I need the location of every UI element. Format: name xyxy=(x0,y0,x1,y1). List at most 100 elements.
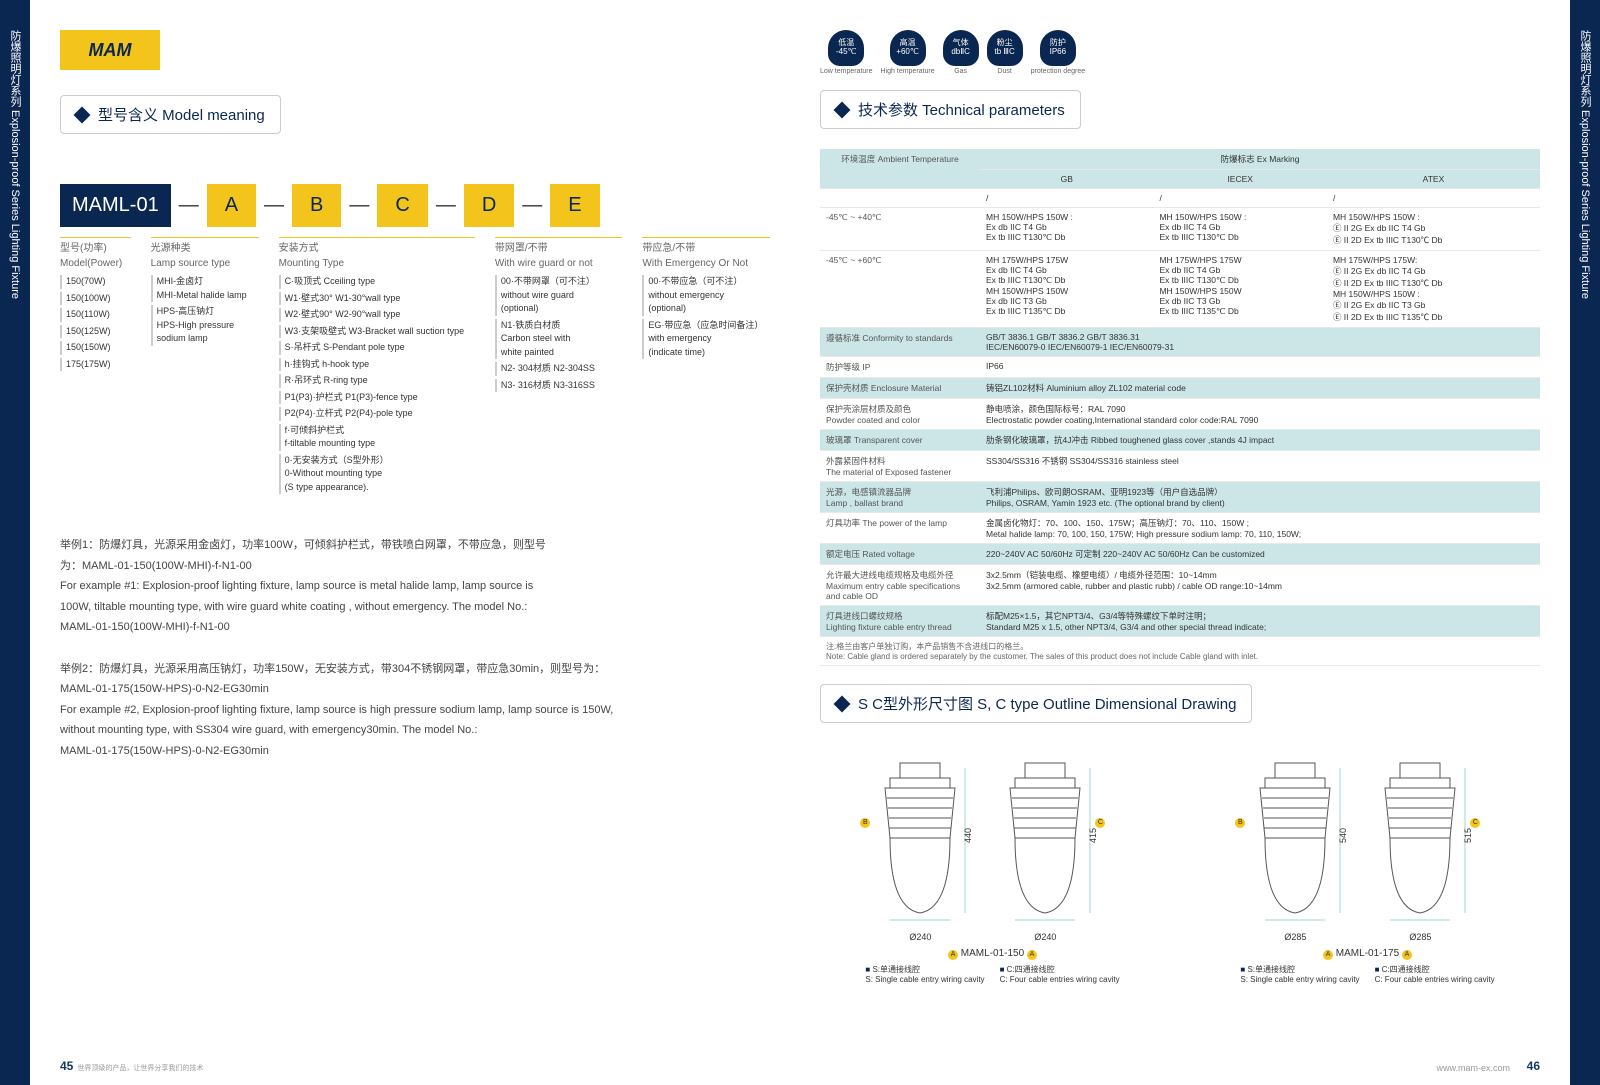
dim-item: 540Ø285B xyxy=(1240,758,1350,942)
right-side-tab: 防爆照明灯系列 Explosion-proof Series Lighting … xyxy=(1570,0,1600,1085)
col-item: W2·壁式90° W2-90°wall type xyxy=(279,308,475,322)
col-item: P2(P4)·立杆式 P2(P4)-pole type xyxy=(279,407,475,421)
section-dim-drawing: S C型外形尺寸图 S, C type Outline Dimensional … xyxy=(820,684,1252,723)
col-item: EG·带应急（应急时间备注） with emergency (indicate … xyxy=(642,319,770,360)
dim-drawing-title: S C型外形尺寸图 S, C type Outline Dimensional … xyxy=(858,693,1236,714)
model-columns: 型号(功率) Model(Power)150(70W)150(100W)150(… xyxy=(60,237,770,497)
example-line: MAML-01-175(150W-HPS)-0-N2-EG30min xyxy=(60,681,770,699)
model-base: MAML-01 xyxy=(60,184,171,227)
col-item: P1(P3)·护栏式 P1(P3)-fence type xyxy=(279,391,475,405)
dim-group: 440Ø240B415Ø240C A MAML-01-150 A S:单通接线腔 S… xyxy=(865,758,1119,984)
badge-label: Dust xyxy=(997,68,1011,75)
cert-badges: 低温-45℃ Low temperature 高温+60℃ High temperat… xyxy=(820,30,1540,75)
right-page: 低温-45℃ Low temperature 高温+60℃ High temperat… xyxy=(800,0,1570,1085)
badge-label: High temperature xyxy=(881,68,935,75)
model-part-b: B xyxy=(292,184,341,227)
page-num-right: 46 xyxy=(1527,1059,1540,1073)
section-model-meaning: 型号含义 Model meaning xyxy=(60,95,281,134)
dim-item: 415Ø240C xyxy=(990,758,1100,942)
left-page: MAM 型号含义 Model meaning MAML-01 — A — B —… xyxy=(30,0,800,1085)
col-item: 0·无安装方式（S型外形） 0-Without mounting type (S… xyxy=(279,454,475,495)
col-item: f·可倾斜护栏式 f-tiltable mounting type xyxy=(279,424,475,451)
svg-text:515: 515 xyxy=(1463,828,1473,843)
dim-model-label: A MAML-01-150 A xyxy=(865,948,1119,960)
col-item: R·吊环式 R-ring type xyxy=(279,374,475,388)
model-part-d: D xyxy=(464,184,514,227)
example-line: 为：MAML-01-150(100W-MHI)-f-N1-00 xyxy=(60,558,770,576)
col-item: 150(70W) xyxy=(60,275,131,289)
col-item: S·吊杆式 S-Pendant pole type xyxy=(279,341,475,355)
cert-badge: 气体dbⅡC Gas xyxy=(943,30,979,75)
dim-model-label: A MAML-01-175 A xyxy=(1240,948,1494,960)
col-item: N2- 304材质 N2-304SS xyxy=(495,362,623,376)
badge-icon: 防护IP66 xyxy=(1040,30,1076,66)
model-part-a: A xyxy=(207,184,256,227)
example-line: 举例1：防爆灯具，光源采用金卤灯，功率100W，可倾斜护栏式，带铁喷白网罩，不带… xyxy=(60,537,770,555)
col-header: 光源种类 Lamp source type xyxy=(151,237,259,271)
model-col: 光源种类 Lamp source type MHI-金卤灯 MHI-Metal h… xyxy=(151,237,259,497)
col-item: C·吸顶式 Cceiling type xyxy=(279,275,475,289)
example-line: 100W, tiltable mounting type, with wire … xyxy=(60,599,770,617)
section-tech-params: 技术参数 Technical parameters xyxy=(820,90,1081,129)
model-col: 带网罩/不带 With wire guard or not 00·不带网罩（可不注… xyxy=(495,237,623,497)
lamp-drawing: 515 xyxy=(1365,758,1475,928)
model-part-e: E xyxy=(550,184,599,227)
dim-drawings: 440Ø240B415Ø240C A MAML-01-150 A S:单通接线腔 S… xyxy=(820,758,1540,984)
col-header: 带网罩/不带 With wire guard or not xyxy=(495,237,623,271)
example-line xyxy=(60,640,770,658)
model-col: 安装方式 Mounting Type C·吸顶式 Cceiling type W1·… xyxy=(279,237,475,497)
lamp-drawing: 415 xyxy=(990,758,1100,928)
dim-footer: S:单通接线腔 S: Single cable entry wiring cav… xyxy=(865,964,1119,984)
left-side-tab: 防爆照明灯系列 Explosion-proof Series Lighting … xyxy=(0,0,30,1085)
col-item: W1·壁式30° W1-30°wall type xyxy=(279,292,475,306)
example-line: 举例2：防爆灯具，光源采用高压钠灯，功率150W，无安装方式，带304不锈钢网罩… xyxy=(60,661,770,679)
badge-label: Low temperature xyxy=(820,68,873,75)
model-col: 型号(功率) Model(Power)150(70W)150(100W)150(… xyxy=(60,237,131,497)
svg-text:415: 415 xyxy=(1088,828,1098,843)
model-meaning-title: 型号含义 Model meaning xyxy=(98,104,265,125)
diamond-icon xyxy=(834,101,851,118)
tech-params-table: 环境温度 Ambient Temperature防爆标志 Ex MarkingG… xyxy=(820,149,1540,666)
badge-label: Gas xyxy=(954,68,967,75)
badge-icon: 粉尘tb ⅢC xyxy=(987,30,1023,66)
example-line: MAML-01-175(150W-HPS)-0-N2-EG30min xyxy=(60,743,770,761)
dim-footer: S:单通接线腔 S: Single cable entry wiring cav… xyxy=(1240,964,1494,984)
col-item: 00·不带网罩（可不注） without wire guard (optiona… xyxy=(495,275,623,316)
col-item: W3·支架吸壁式 W3-Bracket wall suction type xyxy=(279,325,475,339)
col-item: HPS-高压钠灯 HPS-High pressure sodium lamp xyxy=(151,305,259,346)
badge-icon: 低温-45℃ xyxy=(828,30,864,66)
diamond-icon xyxy=(834,695,851,712)
model-col: 带应急/不带 With Emergency Or Not 00·不带应急（可不注）… xyxy=(642,237,770,497)
model-code-row: MAML-01 — A — B — C — D — E xyxy=(60,184,770,227)
col-item: 150(150W) xyxy=(60,341,131,355)
col-item: N1·铁质白材质 Carbon steel with white painted xyxy=(495,319,623,360)
col-item: h·挂钩式 h-hook type xyxy=(279,358,475,372)
cert-badge: 低温-45℃ Low temperature xyxy=(820,30,873,75)
example-line: For example #1: Explosion-proof lighting… xyxy=(60,578,770,596)
cert-badge: 防护IP66 protection degree xyxy=(1031,30,1085,75)
col-item: MHI-金卤灯 MHI-Metal halide lamp xyxy=(151,275,259,302)
example-line: without mounting type, with SS304 wire g… xyxy=(60,722,770,740)
example-line: MAML-01-150(100W-MHI)-f-N1-00 xyxy=(60,619,770,637)
svg-text:440: 440 xyxy=(963,828,973,843)
cert-badge: 高温+60℃ High temperature xyxy=(881,30,935,75)
badge-label: protection degree xyxy=(1031,68,1085,75)
dim-item: 515Ø285C xyxy=(1365,758,1475,942)
col-item: 150(110W) xyxy=(60,308,131,322)
lamp-drawing: 540 xyxy=(1240,758,1350,928)
col-item: N3- 316材质 N3-316SS xyxy=(495,379,623,393)
examples-block: 举例1：防爆灯具，光源采用金卤灯，功率100W，可倾斜护栏式，带铁喷白网罩，不带… xyxy=(60,537,770,761)
badge-icon: 高温+60℃ xyxy=(890,30,926,66)
col-item: 175(175W) xyxy=(60,358,131,372)
cert-badge: 粉尘tb ⅢC Dust xyxy=(987,30,1023,75)
col-header: 安装方式 Mounting Type xyxy=(279,237,475,271)
col-item: 00·不带应急（可不注） without emergency (optional… xyxy=(642,275,770,316)
col-header: 带应急/不带 With Emergency Or Not xyxy=(642,237,770,271)
lamp-drawing: 440 xyxy=(865,758,975,928)
svg-text:540: 540 xyxy=(1338,828,1348,843)
badge-icon: 气体dbⅡC xyxy=(943,30,979,66)
page-num-left: 45世界顶级的产品，让世界分享我们的技术 xyxy=(60,1059,203,1073)
dim-item: 440Ø240B xyxy=(865,758,975,942)
diamond-icon xyxy=(74,106,91,123)
logo: MAM xyxy=(60,30,160,70)
